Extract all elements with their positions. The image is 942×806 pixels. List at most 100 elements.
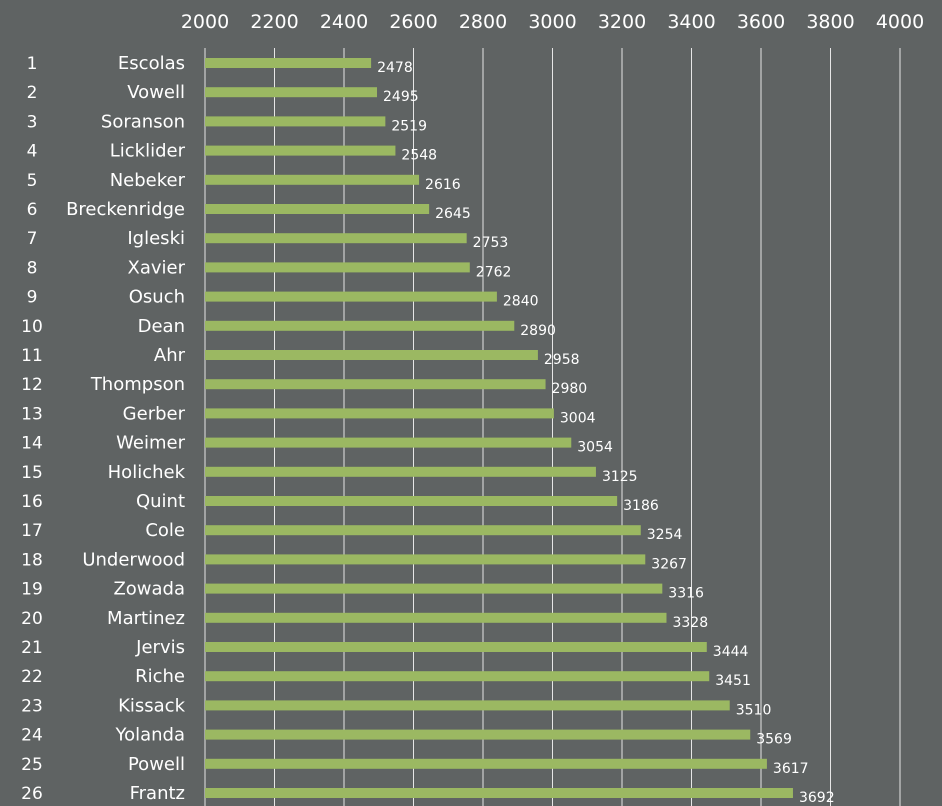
bar (205, 437, 572, 448)
rank-label: 19 (21, 580, 43, 600)
bar (205, 262, 470, 273)
category-label: Xavier (128, 257, 186, 278)
value-label: 2840 (503, 294, 539, 310)
value-label: 2519 (391, 118, 427, 134)
bar-row: 3 Soranson 2519 (27, 111, 427, 134)
value-label: 3254 (647, 527, 683, 543)
bar (205, 320, 515, 331)
bar (205, 174, 420, 185)
rank-label: 20 (21, 609, 43, 629)
x-tick-label: 3200 (598, 11, 646, 33)
value-label: 3125 (602, 469, 638, 485)
value-label: 3316 (668, 586, 704, 602)
rank-label: 15 (21, 463, 43, 483)
bar (205, 525, 641, 536)
bar (205, 204, 430, 214)
bar-row: 4 Licklider 2548 (27, 141, 437, 164)
category-label: Vowell (127, 82, 185, 103)
bar (205, 758, 767, 769)
bar-row: 18 Underwood 3267 (21, 549, 687, 572)
bar-row: 17 Cole 3254 (21, 520, 682, 543)
rank-label: 1 (27, 54, 38, 74)
category-label: Quint (136, 491, 185, 512)
value-label: 2478 (377, 60, 413, 76)
rank-label: 2 (27, 83, 38, 103)
bar-row: 22 Riche 3451 (21, 666, 751, 689)
bar-row: 14 Weimer 3054 (21, 433, 613, 456)
bar (205, 642, 707, 652)
category-label: Ahr (154, 345, 186, 366)
bar-row: 20 Martinez 3328 (21, 608, 708, 631)
category-label: Holichek (108, 462, 186, 483)
rank-label: 18 (21, 550, 43, 570)
bar (205, 87, 378, 98)
rank-label: 24 (21, 726, 43, 746)
x-tick-label: 2000 (181, 11, 229, 33)
category-label: Underwood (82, 549, 185, 570)
x-axis-ticks: 2000 2200 2400 2600 2800 3000 3200 3400 3600 3800… (181, 11, 924, 33)
category-label: Dean (138, 316, 185, 337)
bar-row: 11 Ahr 2958 (21, 345, 579, 368)
value-label: 2645 (435, 206, 471, 222)
rank-label: 11 (21, 346, 43, 366)
bar-row: 12 Thompson 2980 (21, 374, 587, 397)
value-label: 2958 (544, 352, 580, 368)
rank-label: 3 (27, 112, 38, 132)
category-label: Powell (128, 754, 185, 775)
value-label: 2762 (476, 264, 512, 280)
x-tick-label: 2400 (320, 11, 368, 33)
bar (205, 233, 467, 244)
rank-label: 22 (21, 667, 43, 687)
x-tick-label: 3000 (528, 11, 576, 33)
category-label: Martinez (107, 608, 185, 629)
bar (205, 408, 554, 419)
category-label: Cole (145, 520, 185, 541)
bar-row: 7 Igleski 2753 (27, 228, 509, 251)
x-tick-label: 3400 (667, 11, 715, 33)
rank-label: 8 (27, 258, 38, 278)
gridlines (204, 48, 901, 806)
bar-row: 5 Nebeker 2616 (27, 170, 461, 193)
bar (205, 291, 497, 302)
rank-label: 16 (21, 492, 43, 512)
value-label: 2616 (425, 177, 461, 193)
bar-row: 9 Osuch 2840 (27, 287, 539, 310)
rank-label: 21 (21, 638, 43, 658)
bar (205, 700, 730, 711)
value-label: 3054 (577, 440, 613, 456)
value-label: 2980 (552, 381, 588, 397)
bar-row: 13 Gerber 3004 (21, 403, 595, 426)
rank-label: 13 (21, 404, 43, 424)
bar (205, 612, 667, 623)
bar (205, 116, 386, 127)
bar-row: 21 Jervis 3444 (21, 637, 748, 660)
bar-row: 1 Escolas 2478 (27, 53, 413, 76)
category-label: Riche (135, 666, 185, 687)
category-label: Igleski (127, 228, 185, 249)
bar-row: 24 Yolanda 3569 (21, 725, 792, 748)
rank-label: 9 (27, 288, 38, 308)
rank-label: 12 (21, 375, 43, 395)
category-label: Thompson (90, 374, 185, 395)
x-tick-label: 3800 (806, 11, 854, 33)
value-label: 2890 (520, 323, 556, 339)
category-label: Weimer (116, 433, 185, 454)
rank-label: 7 (27, 229, 38, 249)
bar (205, 496, 618, 506)
value-label: 3617 (773, 761, 809, 777)
bar-row: 25 Powell 3617 (21, 754, 808, 777)
category-label: Yolanda (114, 725, 185, 746)
value-label: 3186 (623, 498, 659, 514)
bar (205, 350, 538, 360)
bar (205, 554, 646, 565)
x-tick-label: 4000 (876, 11, 924, 33)
bar-row: 2 Vowell 2495 (27, 82, 419, 105)
rank-label: 25 (21, 755, 43, 775)
category-label: Zowada (113, 579, 185, 600)
category-label: Escolas (118, 53, 185, 74)
value-label: 3510 (736, 702, 772, 718)
value-label: 3451 (715, 673, 751, 689)
rank-label: 23 (21, 696, 43, 716)
